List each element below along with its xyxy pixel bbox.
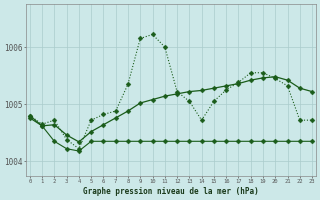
X-axis label: Graphe pression niveau de la mer (hPa): Graphe pression niveau de la mer (hPa) — [83, 187, 259, 196]
